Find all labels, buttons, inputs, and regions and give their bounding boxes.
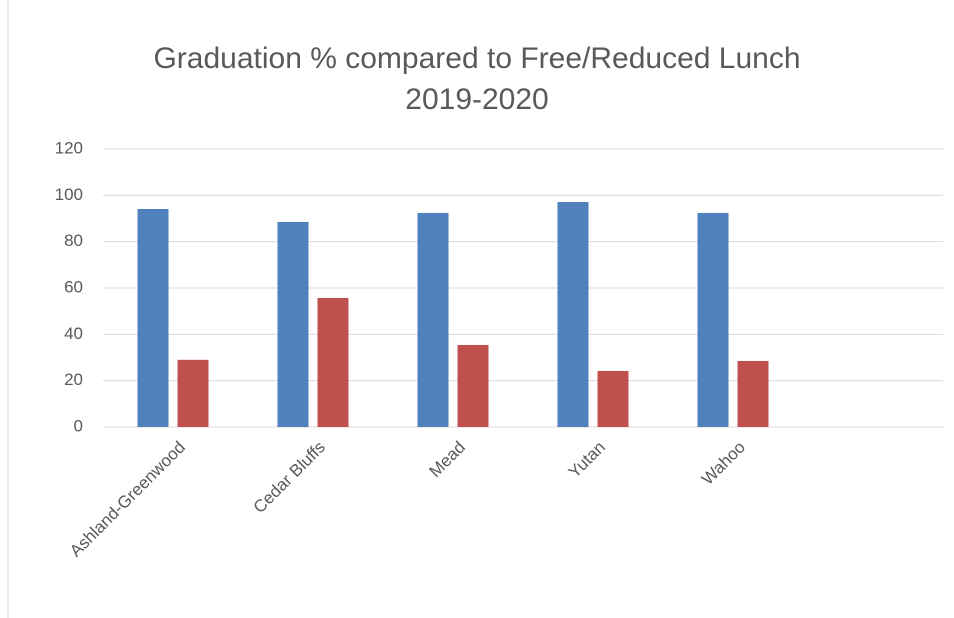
- bar: [417, 212, 449, 427]
- chart-title: 2019-2020: [405, 83, 548, 116]
- y-tick-label: 40: [64, 324, 83, 343]
- bar: [737, 360, 769, 427]
- y-tick-label: 80: [64, 231, 83, 250]
- bar: [697, 212, 729, 427]
- y-tick-label: 120: [55, 138, 83, 157]
- y-tick-label: 100: [55, 185, 83, 204]
- y-tick-label: 20: [64, 370, 83, 389]
- bar: [277, 221, 309, 427]
- bar: [457, 344, 489, 427]
- chart-title: Graduation % compared to Free/Reduced Lu…: [153, 42, 800, 75]
- bar: [137, 209, 169, 427]
- bar: [317, 297, 349, 427]
- y-tick-label: 60: [64, 277, 83, 296]
- bar: [597, 370, 629, 427]
- bar: [177, 359, 209, 427]
- y-tick-label: 0: [74, 416, 83, 435]
- bar: [557, 202, 589, 427]
